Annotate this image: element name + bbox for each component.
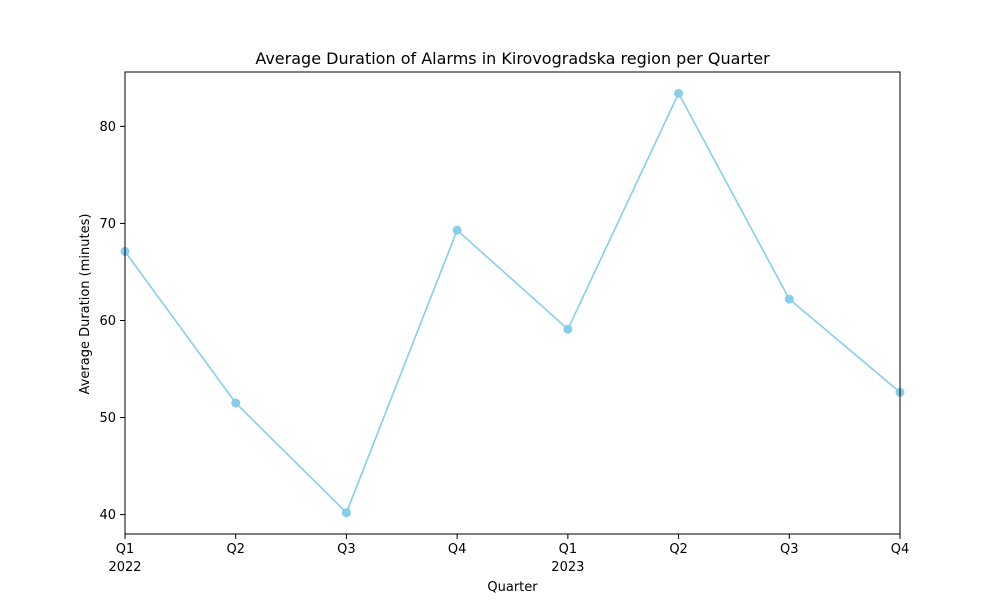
data-point: [231, 398, 241, 408]
x-tick-label: Q2: [669, 542, 688, 557]
x-tick-label: Q4: [448, 542, 467, 557]
x-year-label: 2022: [108, 560, 141, 575]
y-tick-label: 40: [99, 508, 116, 523]
series-line: [124, 92, 901, 514]
y-tick-label: 50: [99, 411, 116, 426]
x-tick-label: Q3: [337, 542, 356, 557]
plot-area: 40 50 60 70 80 Q1 2022 Q2 Q3 Q4 Q1 2023 Q2 Q3 Q4: [99, 71, 910, 575]
data-point: [341, 508, 351, 518]
data-point: [452, 225, 462, 235]
x-tick-label: Q4: [891, 542, 910, 557]
x-tick-label: Q1: [559, 542, 578, 557]
data-point: [784, 294, 794, 304]
x-tick-label: Q1: [116, 542, 135, 557]
chart-title: Average Duration of Alarms in Kirovograd…: [255, 49, 770, 68]
x-year-label: 2023: [551, 560, 584, 575]
x-tick-label: Q3: [780, 542, 799, 557]
plot-frame: [124, 71, 901, 535]
y-tick-label: 80: [99, 120, 116, 135]
x-tick-label: Q2: [226, 542, 245, 557]
y-tick-label: 60: [99, 314, 116, 329]
y-tick-label: 70: [99, 217, 116, 232]
data-point: [674, 88, 684, 98]
y-axis-label: Average Duration (minutes): [78, 214, 93, 395]
x-axis-label: Quarter: [487, 580, 538, 595]
data-point: [563, 324, 573, 334]
